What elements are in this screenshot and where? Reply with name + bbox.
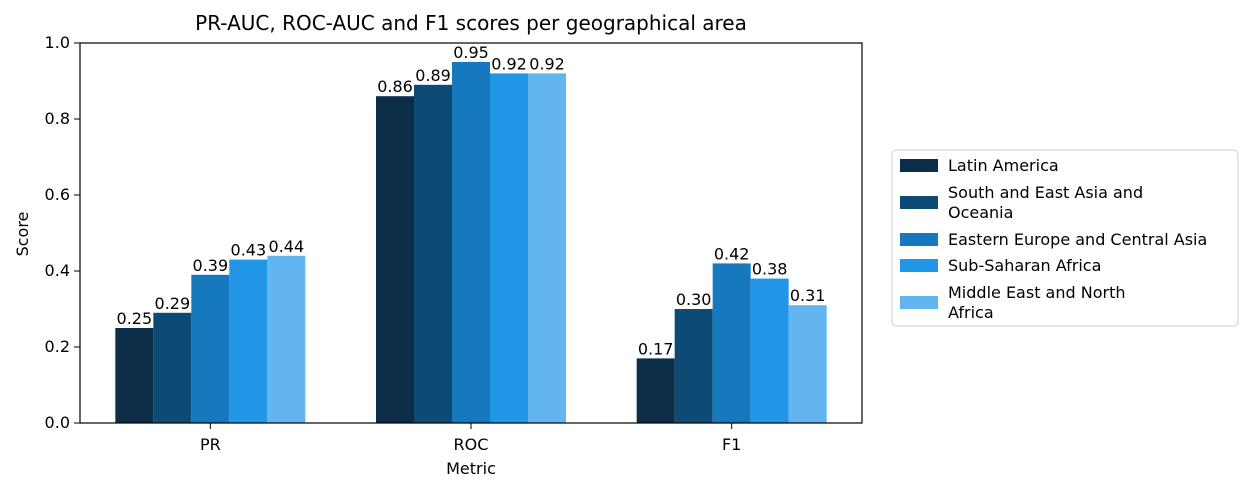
data-label: 0.25 — [117, 309, 153, 328]
y-tick-label: 0.0 — [45, 413, 70, 432]
y-tick-label: 0.8 — [45, 109, 70, 128]
bar — [490, 73, 528, 424]
plot-area: 0.25 0.86 0.17 0.29 0.89 0.30 0.39 0.95 0.42 0.43… — [45, 33, 863, 454]
bar — [115, 328, 154, 423]
bar — [191, 274, 230, 423]
data-label: 0.29 — [155, 294, 191, 313]
bar — [788, 305, 827, 423]
data-label: 0.42 — [714, 244, 750, 263]
y-tick-label: 0.6 — [45, 185, 70, 204]
x-tick-label: ROC — [454, 435, 489, 454]
bar — [267, 255, 306, 423]
bar — [750, 278, 789, 423]
legend: Latin America South and East Asia andOcea… — [891, 149, 1239, 327]
y-tick-label: 0.2 — [45, 337, 70, 356]
legend-swatch — [900, 259, 938, 272]
data-label: 0.95 — [453, 43, 489, 62]
bar — [674, 309, 713, 423]
data-label: 0.92 — [529, 54, 565, 73]
data-label: 0.31 — [790, 286, 826, 305]
y-tick-label: 0.4 — [45, 261, 70, 280]
data-label: 0.89 — [415, 66, 451, 85]
legend-label: Eastern Europe and Central Asia — [948, 230, 1207, 249]
legend-swatch — [900, 159, 938, 172]
y-tick-label: 1.0 — [45, 33, 70, 52]
data-label: 0.30 — [676, 290, 712, 309]
data-label: 0.44 — [269, 237, 305, 256]
data-label: 0.43 — [231, 241, 267, 260]
x-tick-label: F1 — [722, 435, 741, 454]
legend-label: Sub-Saharan Africa — [948, 256, 1101, 275]
bar — [229, 259, 268, 423]
chart-title: PR-AUC, ROC-AUC and F1 scores per geogra… — [195, 11, 747, 35]
bar — [452, 62, 490, 423]
legend-box — [891, 149, 1239, 327]
y-axis-label: Score — [13, 212, 32, 257]
bar — [528, 73, 566, 424]
legend-label: Africa — [948, 303, 994, 322]
legend-label: Middle East and North — [948, 283, 1125, 302]
data-label: 0.92 — [491, 54, 527, 73]
legend-label: Latin America — [948, 156, 1059, 175]
bar — [414, 84, 452, 424]
data-label: 0.39 — [193, 256, 229, 275]
data-label: 0.17 — [638, 339, 674, 358]
bar — [153, 312, 192, 423]
legend-swatch — [900, 196, 938, 209]
bar — [712, 263, 751, 423]
legend-swatch — [900, 233, 938, 246]
bar — [376, 96, 414, 423]
legend-label: Oceania — [948, 203, 1013, 222]
x-tick-label: PR — [200, 435, 221, 454]
legend-swatch — [900, 296, 938, 309]
x-axis-label: Metric — [446, 459, 496, 478]
data-label: 0.86 — [377, 77, 413, 96]
bar — [636, 358, 675, 423]
data-label: 0.38 — [752, 260, 788, 279]
legend-label: South and East Asia and — [948, 183, 1143, 202]
